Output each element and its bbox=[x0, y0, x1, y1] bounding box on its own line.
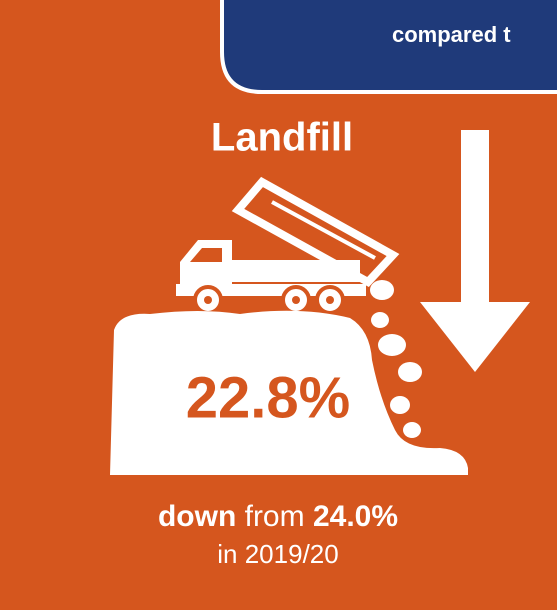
falling-bags bbox=[370, 280, 422, 438]
title: Landfill bbox=[211, 116, 353, 160]
comparison-line: down from 24.0% bbox=[158, 500, 398, 533]
header-text: compared t bbox=[392, 22, 511, 47]
value: 22.8% bbox=[186, 365, 350, 430]
comparison-previous: 24.0% bbox=[313, 500, 398, 533]
comparison-period: in 2019/20 bbox=[217, 539, 338, 569]
truck-icon bbox=[176, 176, 400, 315]
comparison-lead: down bbox=[158, 500, 236, 533]
comparison-middle: from bbox=[245, 500, 305, 533]
landfill-pile bbox=[110, 310, 468, 475]
header-box bbox=[220, 0, 557, 94]
down-arrow bbox=[420, 130, 530, 372]
